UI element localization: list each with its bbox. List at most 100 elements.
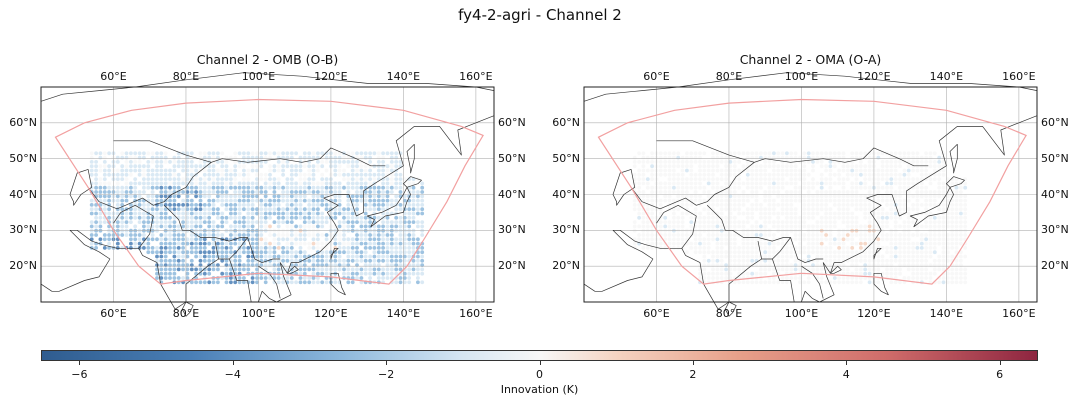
omb-data-point: [342, 233, 346, 237]
omb-data-point: [120, 190, 125, 194]
oma-data-point: [941, 254, 946, 259]
omb-data-point: [198, 237, 203, 242]
oma-data-point: [706, 172, 711, 177]
oma-data-point: [911, 151, 915, 156]
omb-data-point: [302, 228, 307, 233]
oma-data-point: [837, 172, 841, 177]
oma-data-point: [911, 160, 915, 164]
omb-data-point: [211, 185, 216, 190]
omb-data-point: [129, 215, 133, 220]
omb-data-point: [359, 215, 364, 220]
oma-data-point: [902, 250, 907, 255]
oma-data-point: [859, 228, 863, 233]
omb-data-point: [133, 228, 138, 233]
oma-data-point: [898, 271, 902, 276]
oma-data-point: [637, 203, 641, 207]
oma-data-point: [689, 164, 694, 169]
omb-data-point: [285, 160, 290, 164]
omb-data-point: [289, 164, 294, 169]
oma-data-point: [698, 198, 702, 203]
oma-data-point: [845, 276, 850, 280]
oma-data-point: [906, 241, 911, 246]
oma-data-point: [885, 215, 889, 220]
omb-data-point: [294, 233, 298, 237]
oma-data-point: [780, 220, 785, 225]
oma-data-point: [837, 198, 841, 203]
oma-data-point: [802, 164, 807, 169]
omb-data-point: [294, 280, 298, 285]
omb-data-point: [333, 250, 338, 255]
omb-data-point: [150, 194, 155, 199]
oma-data-point: [941, 207, 946, 212]
oma-data-point: [776, 203, 781, 207]
oma-data-point: [850, 233, 855, 237]
omb-data-point: [324, 177, 329, 181]
omb-data-point: [276, 237, 281, 242]
omb-data-point: [250, 215, 255, 220]
oma-data-point: [919, 271, 924, 276]
omb-data-point: [402, 177, 407, 181]
oma-data-point: [785, 237, 789, 242]
oma-data-point: [945, 194, 950, 199]
omb-data-point: [289, 246, 294, 250]
oma-data-point: [663, 198, 668, 203]
oma-data-point: [811, 151, 815, 156]
omb-data-point: [133, 185, 138, 190]
oma-data-point: [763, 220, 768, 225]
oma-data-point: [650, 211, 654, 216]
omb-data-point: [333, 280, 338, 285]
omb-data-point: [150, 177, 155, 181]
omb-data-point: [281, 207, 285, 212]
omb-data-point: [150, 237, 155, 242]
omb-data-point: [307, 168, 312, 173]
oma-data-point: [854, 224, 859, 229]
omb-data-point: [237, 198, 242, 203]
omb-data-point: [294, 203, 298, 207]
oma-data-point: [876, 215, 881, 220]
omb-data-point: [324, 168, 329, 173]
omb-data-point: [302, 276, 307, 280]
oma-data-point: [772, 254, 776, 259]
oma-data-point: [689, 228, 694, 233]
omb-data-point: [289, 172, 294, 177]
oma-data-point: [680, 181, 685, 186]
oma-data-point: [711, 164, 715, 169]
omb-data-point: [163, 233, 168, 237]
omb-data-point: [333, 254, 338, 259]
omb-data-point: [181, 211, 186, 216]
oma-data-point: [824, 211, 828, 216]
oma-data-point: [885, 172, 889, 177]
oma-data-point: [954, 228, 959, 233]
omb-data-point: [89, 228, 94, 233]
omb-data-point: [250, 280, 255, 285]
omb-data-point: [263, 185, 268, 190]
oma-data-point: [832, 172, 837, 177]
omb-data-point: [294, 250, 298, 255]
oma-data-point: [867, 220, 872, 225]
omb-data-point: [102, 198, 107, 203]
oma-data-point: [711, 271, 715, 276]
oma-data-point: [898, 267, 902, 272]
oma-data-point: [845, 194, 850, 199]
oma-data-point: [702, 220, 707, 225]
omb-data-point: [420, 220, 425, 225]
oma-data-point: [641, 190, 646, 194]
xtick-label-top: 160°E: [1002, 70, 1036, 83]
oma-data-point: [841, 228, 846, 233]
oma-data-point: [880, 254, 885, 259]
omb-data-point: [376, 198, 381, 203]
omb-data-point: [98, 151, 103, 156]
oma-data-point: [798, 177, 802, 181]
omb-data-point: [363, 228, 368, 233]
omb-data-point: [289, 280, 294, 285]
omb-data-point: [242, 203, 246, 207]
oma-data-point: [802, 168, 807, 173]
oma-data-point: [841, 250, 846, 255]
oma-data-point: [859, 172, 863, 177]
oma-data-point: [837, 276, 841, 280]
oma-data-point: [876, 194, 881, 199]
oma-data-point: [732, 185, 737, 190]
omb-data-point: [233, 203, 238, 207]
omb-data-point: [181, 246, 186, 250]
oma-data-point: [715, 151, 720, 156]
